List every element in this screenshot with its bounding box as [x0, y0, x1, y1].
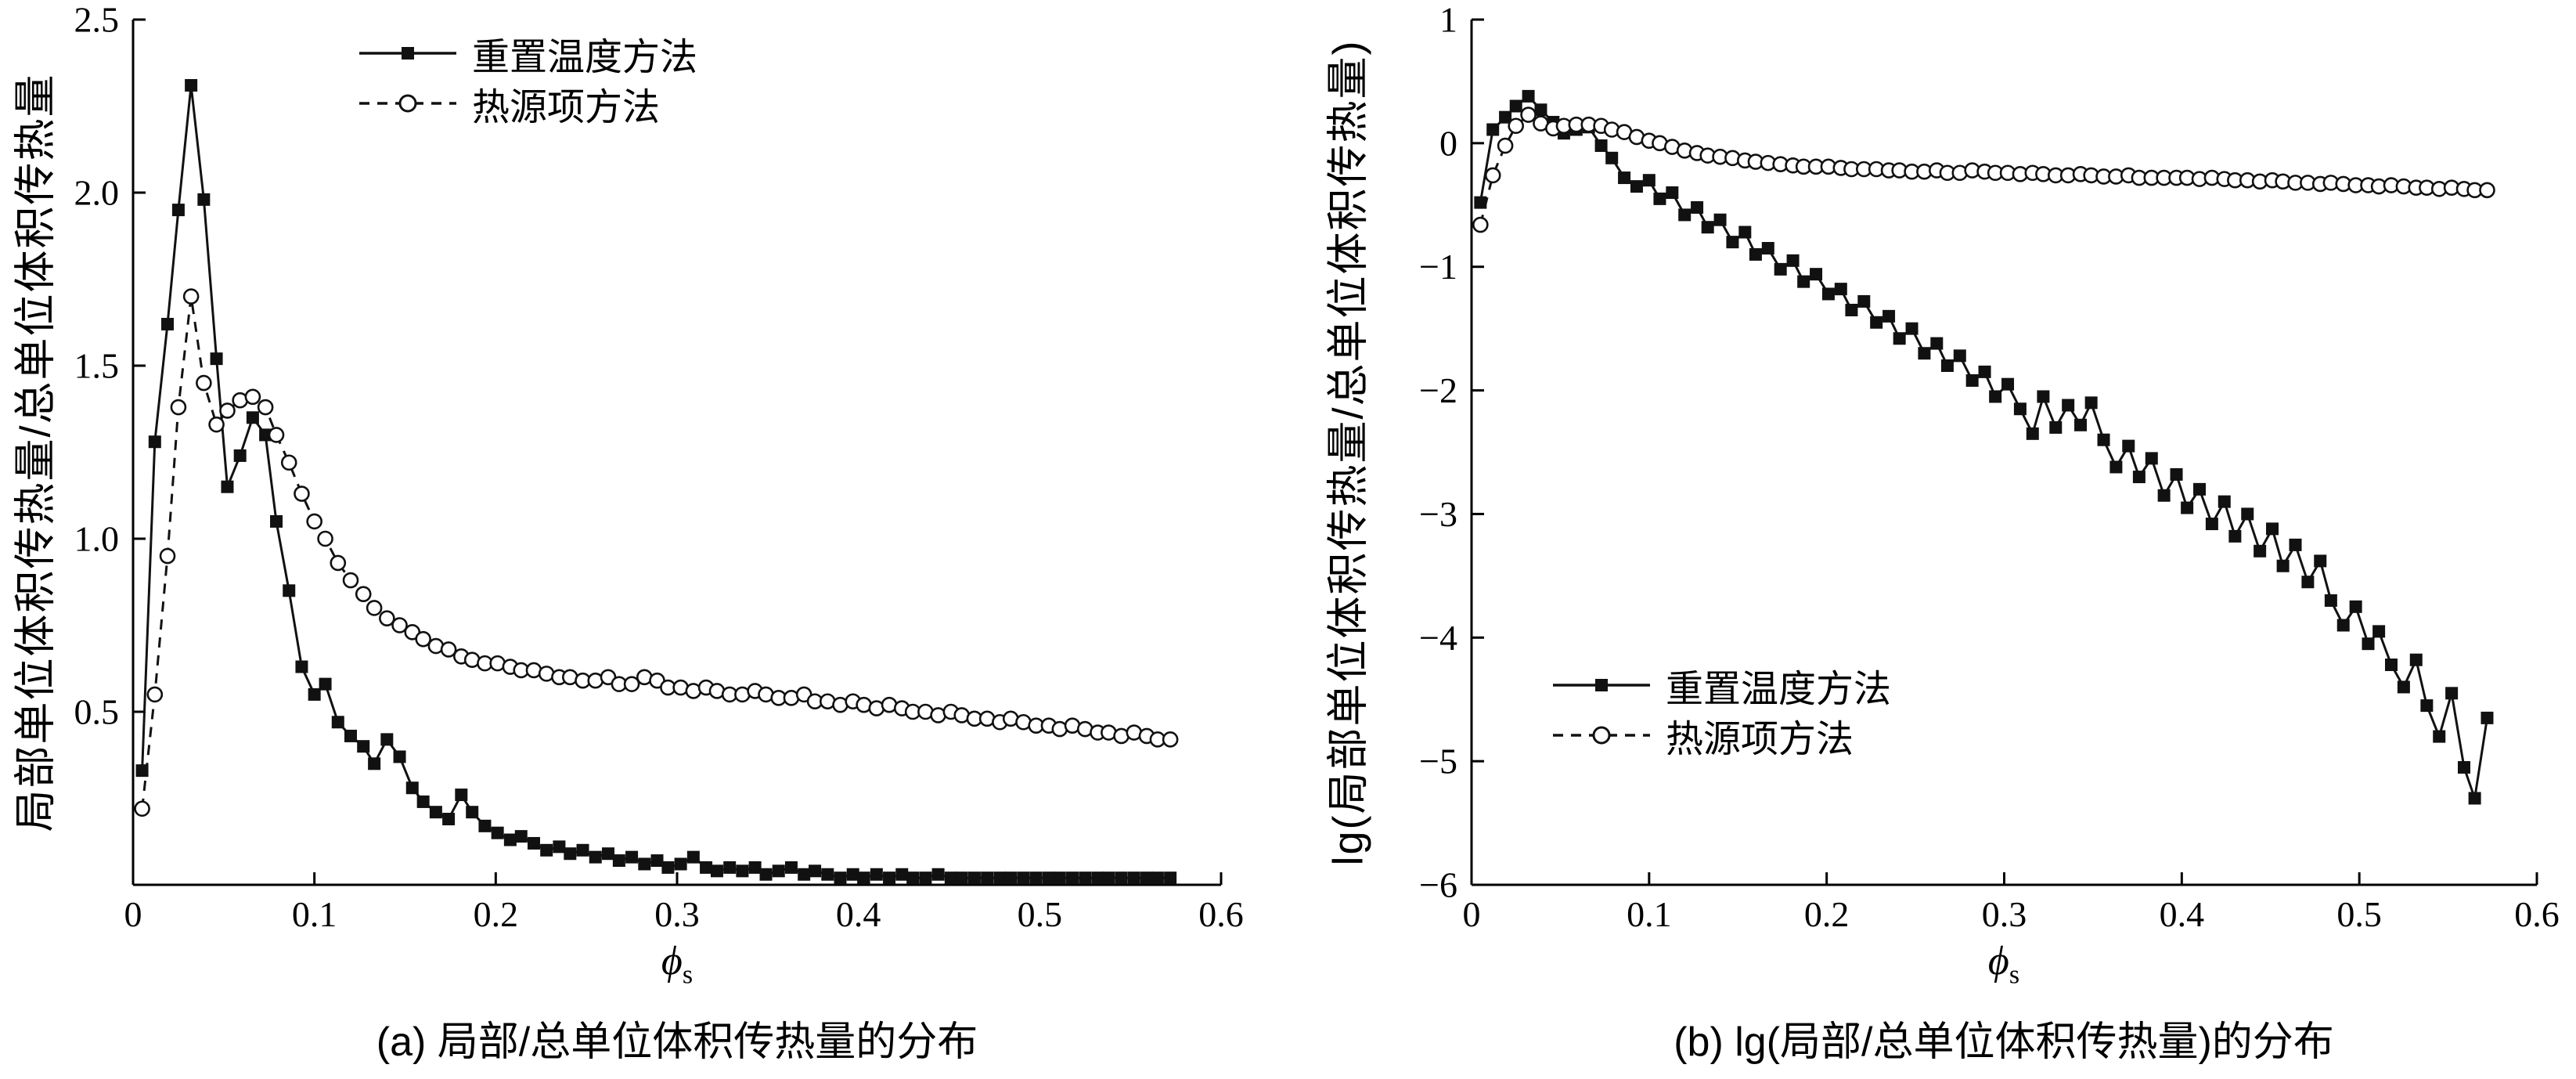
series-markers-circle	[134, 288, 1179, 817]
legend-entry-heat-source: 热源项方法	[1550, 710, 1891, 760]
x-tick-label: 0.4	[836, 894, 881, 934]
y-tick-label: 2.5	[74, 0, 120, 40]
y-tick-label: 1.0	[74, 519, 120, 559]
chart-b-x-axis-label: ϕs	[1988, 938, 2019, 990]
phi-symbol: ϕ	[661, 939, 683, 983]
y-tick-label: 0.5	[74, 692, 120, 732]
x-tick-label: 0.5	[1018, 894, 1063, 934]
y-tick-label: 1.5	[74, 346, 120, 386]
chart-b-caption: (b) lg(局部/总单位体积传热量)的分布	[1673, 1019, 2334, 1065]
legend-label-heat-source: 热源项方法	[1666, 719, 1854, 760]
x-tick-label: 0	[1463, 894, 1481, 934]
x-tick-label: 0.2	[474, 894, 519, 934]
legend-label-reset-temperature: 重置温度方法	[472, 37, 698, 78]
chart-a-x-axis-label: ϕs	[661, 938, 693, 990]
y-tick-label: 1	[1439, 0, 1457, 40]
y-tick-label: 0	[1439, 123, 1457, 163]
chart-a-legend: 重置温度方法 热源项方法	[356, 28, 697, 128]
phi-subscript: s	[682, 960, 694, 990]
x-tick-label: 0.2	[1804, 894, 1850, 934]
y-tick-label: −1	[1419, 247, 1457, 287]
dashed-line-open-circle-icon	[1553, 726, 1650, 745]
legend-entry-reset-temperature: 重置温度方法	[356, 28, 697, 78]
solid-line-filled-square-icon	[359, 47, 456, 60]
x-tick-label: 0.6	[1198, 894, 1244, 934]
y-tick-label: 2.0	[74, 173, 120, 213]
phi-symbol: ϕ	[1987, 939, 2009, 983]
chart-a: 局部单位体积传热量/总单位体积传热量 0 0.1 0.2 0.3 0.4 0.5 0.6 0.…	[13, 0, 1244, 1065]
x-tick-label: 0.6	[2514, 894, 2560, 934]
y-tick-label: −6	[1419, 865, 1457, 905]
x-tick-label: 0.1	[1627, 894, 1672, 934]
x-tick-label: 0.3	[1982, 894, 2027, 934]
phi-subscript: s	[2009, 960, 2020, 990]
series-line-square	[141, 85, 1171, 879]
chart-a-svg: 0 0.1 0.2 0.3 0.4 0.5 0.6 0.5 1.0 1.5 2.0 2.5	[74, 0, 1244, 934]
chart-a-caption: (a) 局部/总单位体积传热量的分布	[376, 1019, 978, 1065]
legend-entry-reset-temperature: 重置温度方法	[1550, 660, 1891, 710]
legend-entry-heat-source: 热源项方法	[356, 78, 697, 128]
legend-label-reset-temperature: 重置温度方法	[1666, 669, 1892, 710]
chart-b-legend: 重置温度方法 热源项方法	[1550, 660, 1891, 760]
series-line-circle	[141, 296, 1171, 809]
series-markers-circle	[1472, 106, 2495, 233]
chart-b: lg(局部单位体积传热量/总单位体积传热量) 0 0.1 0.2 0.3 0.4 0.5 0…	[1288, 0, 2576, 1079]
chart-b-svg: 0 0.1 0.2 0.3 0.4 0.5 0.6 1 0 −1 −2 −3 −4 −5 −6	[1419, 0, 2560, 934]
dashed-line-open-circle-icon	[359, 94, 456, 113]
legend-label-heat-source: 热源项方法	[472, 87, 661, 128]
x-tick-label: 0.1	[292, 894, 337, 934]
x-tick-label: 0.3	[654, 894, 700, 934]
y-tick-label: −4	[1419, 618, 1457, 658]
series-markers-square	[135, 78, 1177, 885]
y-tick-label: −2	[1419, 370, 1457, 410]
y-tick-label: −3	[1419, 494, 1457, 534]
x-tick-label: 0.4	[2160, 894, 2205, 934]
solid-line-filled-square-icon	[1553, 679, 1650, 691]
x-tick-label: 0	[124, 894, 142, 934]
y-tick-label: −5	[1419, 742, 1457, 781]
x-tick-label: 0.5	[2336, 894, 2382, 934]
